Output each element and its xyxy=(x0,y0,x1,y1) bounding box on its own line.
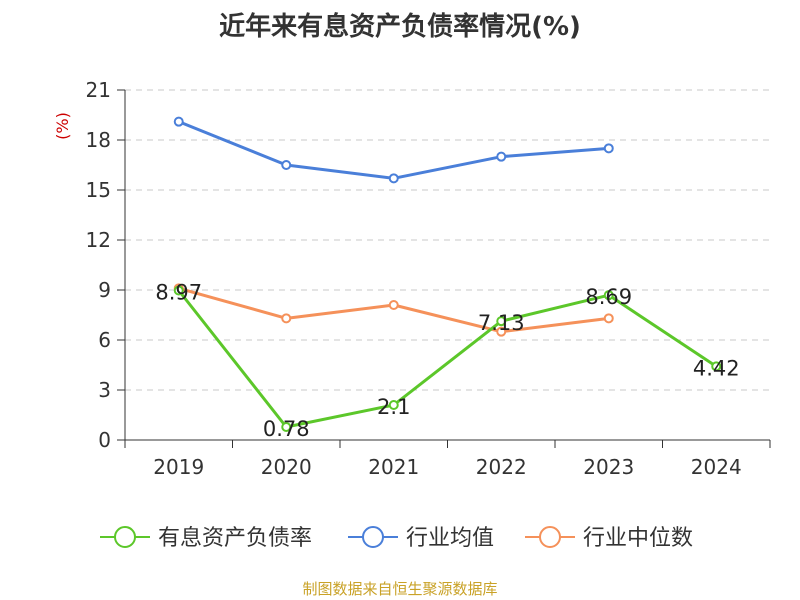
data-label: 0.78 xyxy=(263,417,310,441)
data-point xyxy=(388,173,399,184)
legend-swatch-marker xyxy=(114,526,136,548)
y-tick-label: 18 xyxy=(86,128,111,152)
x-tick-label: 2024 xyxy=(691,455,742,479)
y-tick-label: 15 xyxy=(86,178,111,202)
y-tick-label: 21 xyxy=(86,78,111,102)
data-point xyxy=(496,151,507,162)
x-tick-label: 2019 xyxy=(153,455,204,479)
data-label: 8.97 xyxy=(155,281,202,305)
legend-swatch-marker xyxy=(362,526,384,548)
data-point xyxy=(173,285,184,296)
x-tick-label: 2021 xyxy=(368,455,419,479)
data-label: 7.13 xyxy=(478,311,525,335)
data-point xyxy=(603,290,614,301)
y-tick-label: 6 xyxy=(98,328,111,352)
data-point xyxy=(603,143,614,154)
legend-swatch-marker xyxy=(539,526,561,548)
y-tick-label: 3 xyxy=(98,378,111,402)
y-tick-label: 9 xyxy=(98,278,111,302)
data-point xyxy=(281,160,292,170)
y-tick-label: 0 xyxy=(98,428,111,452)
data-label: 8.69 xyxy=(585,285,632,309)
data-point xyxy=(711,361,722,372)
data-point xyxy=(496,316,507,327)
data-point xyxy=(173,116,184,127)
series-line xyxy=(178,120,609,180)
data-point xyxy=(281,422,292,432)
chart-title: 近年来有息资产负债率情况(%) xyxy=(219,12,581,42)
series-line xyxy=(177,289,718,429)
y-axis-label: (%) xyxy=(53,112,72,140)
x-tick-label: 2020 xyxy=(261,455,312,479)
data-label: 2.1 xyxy=(377,395,410,419)
data-point xyxy=(388,300,399,310)
data-point xyxy=(496,326,507,337)
source-note: 制图数据来自恒生聚源数据库 xyxy=(302,580,498,598)
data-label: 4.42 xyxy=(693,356,740,380)
y-tick-label: 12 xyxy=(86,228,111,252)
legend-label: 有息资产负债率 xyxy=(158,526,312,551)
data-point xyxy=(388,400,399,410)
x-tick-label: 2022 xyxy=(476,455,527,479)
data-point xyxy=(603,313,614,324)
x-tick-label: 2023 xyxy=(583,455,634,479)
legend-label: 行业均值 xyxy=(406,526,494,551)
data-point xyxy=(281,313,292,324)
legend-label: 行业中位数 xyxy=(583,526,693,551)
